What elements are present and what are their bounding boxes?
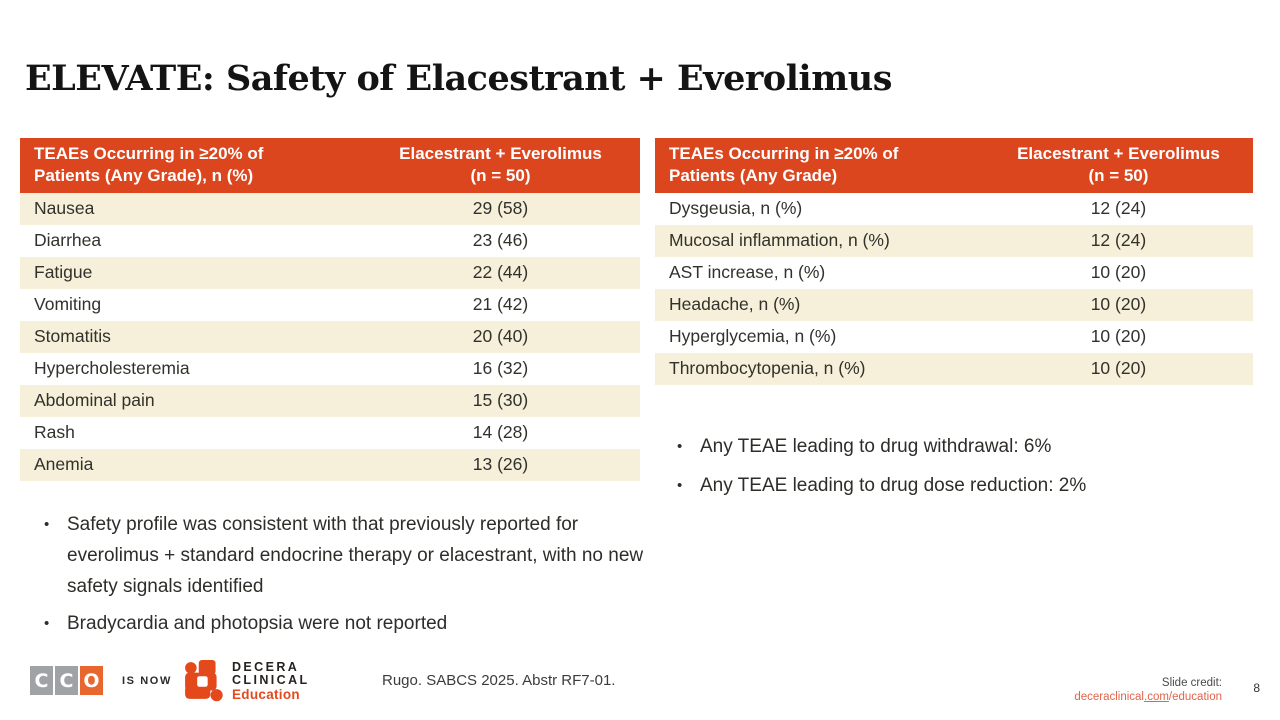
decera-logo-text: DECERA CLINICAL Education xyxy=(232,659,310,702)
teae-label: Mucosal inflammation, n (%) xyxy=(669,230,890,251)
teae-table-left: TEAEs Occurring in ≥20% of Patients (Any… xyxy=(20,138,640,481)
teae-value: 16 (32) xyxy=(472,358,529,379)
teae-value: 20 (40) xyxy=(472,326,529,347)
cco-logo: C C O xyxy=(30,666,103,695)
teae-label: Dysgeusia, n (%) xyxy=(669,198,803,219)
teae-label: Anemia xyxy=(34,454,94,475)
teae-label: Vomiting xyxy=(34,294,102,315)
column-header-condition: TEAEs Occurring in ≥20% of Patients (Any… xyxy=(669,144,899,186)
teae-value: 10 (20) xyxy=(1090,326,1147,347)
table-row: Anemia 13 (26) xyxy=(20,448,640,481)
table-row: Nausea 29 (58) xyxy=(20,192,640,225)
cco-logo-letter: O xyxy=(80,666,103,695)
teae-value: 21 (42) xyxy=(472,294,529,315)
table-row: Dysgeusia, n (%) 12 (24) xyxy=(655,192,1253,225)
teae-table-left-header: TEAEs Occurring in ≥20% of Patients (Any… xyxy=(20,138,640,193)
table-row: Headache, n (%) 10 (20) xyxy=(655,288,1253,321)
teae-label: Headache, n (%) xyxy=(669,294,801,315)
table-row: Stomatitis 20 (40) xyxy=(20,320,640,353)
bullet-item: Any TEAE leading to drug withdrawal: 6% xyxy=(668,432,1243,462)
cco-logo-letter: C xyxy=(55,666,78,695)
column-header-drug: Elacestrant + Everolimus (n = 50) xyxy=(1017,144,1220,186)
teae-value: 12 (24) xyxy=(1090,230,1147,251)
decera-logo: DECERA CLINICAL Education xyxy=(185,660,310,702)
teae-label: Hypercholesteremia xyxy=(34,358,190,379)
teae-label: Fatigue xyxy=(34,262,93,283)
decera-word: Education xyxy=(232,686,300,702)
teae-value: 13 (26) xyxy=(472,454,529,475)
teae-table-left-body: Nausea 29 (58) Diarrhea 23 (46) Fatigue … xyxy=(20,192,640,481)
table-row: Thrombocytopenia, n (%) 10 (20) xyxy=(655,352,1253,385)
decera-logo-icon xyxy=(185,660,223,702)
teae-value: 22 (44) xyxy=(472,262,529,283)
table-row: Vomiting 21 (42) xyxy=(20,288,640,321)
teae-table-right-header: TEAEs Occurring in ≥20% of Patients (Any… xyxy=(655,138,1253,193)
slide-credit: Slide credit: deceraclinical.com/educati… xyxy=(1074,676,1222,704)
teae-value: 10 (20) xyxy=(1090,358,1147,379)
bullet-item: Any TEAE leading to drug dose reduction:… xyxy=(668,471,1243,501)
teae-label: Thrombocytopenia, n (%) xyxy=(669,358,866,379)
teae-table-right-body: Dysgeusia, n (%) 12 (24) Mucosal inflamm… xyxy=(655,192,1253,385)
teae-summary-bullets: Any TEAE leading to drug withdrawal: 6% … xyxy=(668,432,1243,501)
slide-title: ELEVATE: Safety of Elacestrant + Everoli… xyxy=(25,58,892,99)
citation-text: Rugo. SABCS 2025. Abstr RF7-01. xyxy=(382,672,616,689)
safety-conclusion-bullets: Safety profile was consistent with that … xyxy=(35,509,653,639)
teae-label: Diarrhea xyxy=(34,230,102,251)
slide-credit-link[interactable]: deceraclinical.com/education xyxy=(1074,691,1222,703)
teae-label: Stomatitis xyxy=(34,326,111,347)
teae-value: 14 (28) xyxy=(472,422,529,443)
decera-word: CLINICAL xyxy=(232,673,310,688)
decera-word: DECERA xyxy=(232,659,300,674)
is-now-label: IS NOW xyxy=(122,675,172,687)
teae-label: Abdominal pain xyxy=(34,390,155,411)
teae-value: 23 (46) xyxy=(472,230,529,251)
bullet-item: Bradycardia and photopsia were not repor… xyxy=(35,608,653,639)
teae-value: 29 (58) xyxy=(472,198,529,219)
page-number: 8 xyxy=(1253,681,1260,695)
table-row: Hypercholesteremia 16 (32) xyxy=(20,352,640,385)
bullet-item: Safety profile was consistent with that … xyxy=(35,509,653,602)
table-row: Hyperglycemia, n (%) 10 (20) xyxy=(655,320,1253,353)
teae-table-right: TEAEs Occurring in ≥20% of Patients (Any… xyxy=(655,138,1253,385)
teae-value: 12 (24) xyxy=(1090,198,1147,219)
teae-label: Hyperglycemia, n (%) xyxy=(669,326,837,347)
teae-value: 10 (20) xyxy=(1090,262,1147,283)
teae-label: Rash xyxy=(34,422,75,443)
slide-credit-label: Slide credit: xyxy=(1161,677,1222,689)
table-row: Mucosal inflammation, n (%) 12 (24) xyxy=(655,224,1253,257)
cco-logo-letter: C xyxy=(30,666,53,695)
teae-label: AST increase, n (%) xyxy=(669,262,826,283)
table-row: Diarrhea 23 (46) xyxy=(20,224,640,257)
table-row: Abdominal pain 15 (30) xyxy=(20,384,640,417)
teae-label: Nausea xyxy=(34,198,95,219)
teae-value: 15 (30) xyxy=(472,390,529,411)
column-header-drug: Elacestrant + Everolimus (n = 50) xyxy=(399,144,602,186)
table-row: Fatigue 22 (44) xyxy=(20,256,640,289)
teae-value: 10 (20) xyxy=(1090,294,1147,315)
table-row: Rash 14 (28) xyxy=(20,416,640,449)
table-row: AST increase, n (%) 10 (20) xyxy=(655,256,1253,289)
column-header-condition: TEAEs Occurring in ≥20% of Patients (Any… xyxy=(34,144,264,186)
